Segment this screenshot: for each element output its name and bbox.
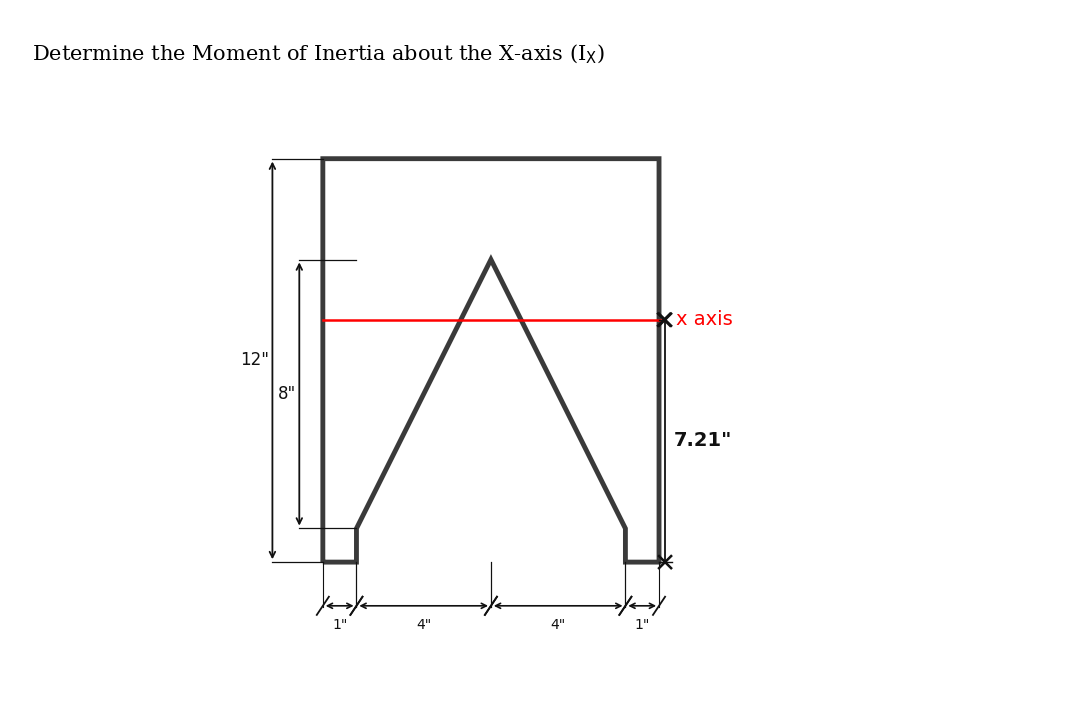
Text: 4": 4" xyxy=(550,618,566,632)
Text: 4": 4" xyxy=(416,618,432,632)
Text: 1": 1" xyxy=(332,618,348,632)
Text: 12": 12" xyxy=(240,352,269,369)
Text: 8": 8" xyxy=(278,385,296,403)
Text: 1": 1" xyxy=(634,618,650,632)
Text: 7.21": 7.21" xyxy=(674,431,732,450)
Text: Determine the Moment of Inertia about the X-axis (I$_\mathrm{X}$): Determine the Moment of Inertia about th… xyxy=(32,42,604,66)
Text: x axis: x axis xyxy=(676,310,732,329)
